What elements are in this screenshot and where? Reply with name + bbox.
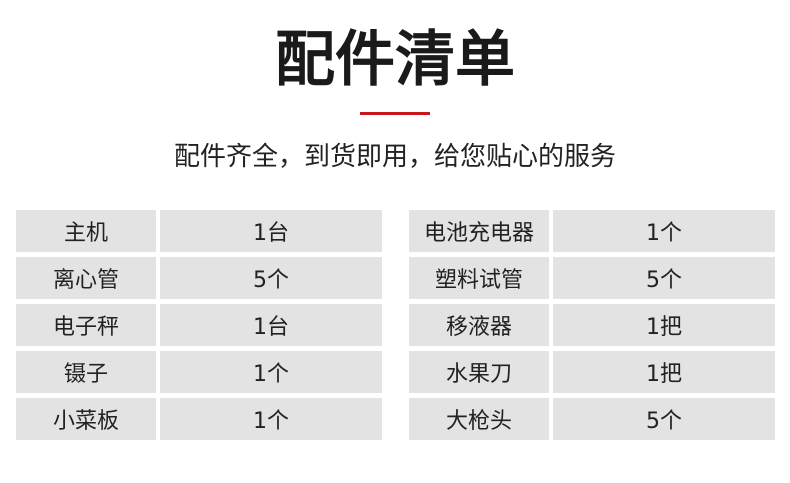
item-qty: 5个 [160, 257, 382, 299]
item-name: 水果刀 [409, 351, 549, 393]
page-title: 配件清单 [275, 25, 515, 95]
item-qty: 5个 [553, 398, 775, 440]
left-accessory-table: 主机 1台 离心管 5个 电子秤 1台 镊子 1个 小菜板 1个 [16, 210, 382, 445]
table-row: 电池充电器 1个 [409, 210, 775, 252]
item-name: 小菜板 [16, 398, 156, 440]
table-row: 电子秤 1台 [16, 304, 382, 346]
table-row: 主机 1台 [16, 210, 382, 252]
item-qty: 1把 [553, 351, 775, 393]
table-row: 大枪头 5个 [409, 398, 775, 440]
item-qty: 1个 [160, 398, 382, 440]
item-name: 电池充电器 [409, 210, 549, 252]
title-divider [360, 112, 430, 115]
item-qty: 1个 [160, 351, 382, 393]
right-accessory-table: 电池充电器 1个 塑料试管 5个 移液器 1把 水果刀 1把 大枪头 5个 [409, 210, 775, 445]
item-name: 移液器 [409, 304, 549, 346]
item-qty: 1台 [160, 210, 382, 252]
item-name: 大枪头 [409, 398, 549, 440]
item-name: 镊子 [16, 351, 156, 393]
table-row: 塑料试管 5个 [409, 257, 775, 299]
item-name: 离心管 [16, 257, 156, 299]
table-row: 小菜板 1个 [16, 398, 382, 440]
table-row: 离心管 5个 [16, 257, 382, 299]
item-qty: 1台 [160, 304, 382, 346]
subtitle: 配件齐全，到货即用，给您贴心的服务 [173, 142, 616, 172]
table-row: 移液器 1把 [409, 304, 775, 346]
item-qty: 1个 [553, 210, 775, 252]
item-name: 塑料试管 [409, 257, 549, 299]
table-row: 水果刀 1把 [409, 351, 775, 393]
item-qty: 1把 [553, 304, 775, 346]
table-row: 镊子 1个 [16, 351, 382, 393]
item-name: 主机 [16, 210, 156, 252]
item-qty: 5个 [553, 257, 775, 299]
item-name: 电子秤 [16, 304, 156, 346]
